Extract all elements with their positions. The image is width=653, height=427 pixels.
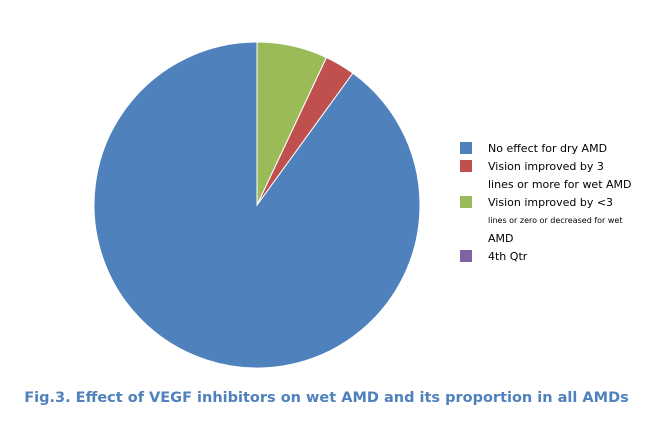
legend-label: 4th Qtr <box>488 250 528 263</box>
legend-item-no-effect-dry-amd: No effect for dry AMD <box>460 140 650 158</box>
legend-item-improved-less-than-3: Vision improved by <3 lines or zero or d… <box>460 194 650 248</box>
legend-label-continued: lines or zero or decreased for wet <box>488 216 623 225</box>
legend-label-continued: AMD <box>488 232 514 245</box>
legend-item-improved-3-lines: Vision improved by 3 lines or more for w… <box>460 158 650 194</box>
chart-legend: No effect for dry AMD Vision improved by… <box>460 140 650 266</box>
legend-label-continued: lines or more for wet AMD <box>488 178 632 191</box>
legend-swatch-blue <box>460 142 472 154</box>
legend-item-4th-qtr: 4th Qtr <box>460 248 650 266</box>
figure-caption: Fig.3. Effect of VEGF inhibitors on wet … <box>24 390 629 406</box>
legend-swatch-red <box>460 160 472 172</box>
legend-swatch-green <box>460 196 472 208</box>
legend-label: No effect for dry AMD <box>488 142 608 155</box>
legend-label: Vision improved by 3 <box>488 160 604 173</box>
legend-label: Vision improved by <3 <box>488 196 614 209</box>
pie-slice-improved-less-than-3 <box>256 41 328 206</box>
legend-swatch-purple <box>460 250 472 262</box>
